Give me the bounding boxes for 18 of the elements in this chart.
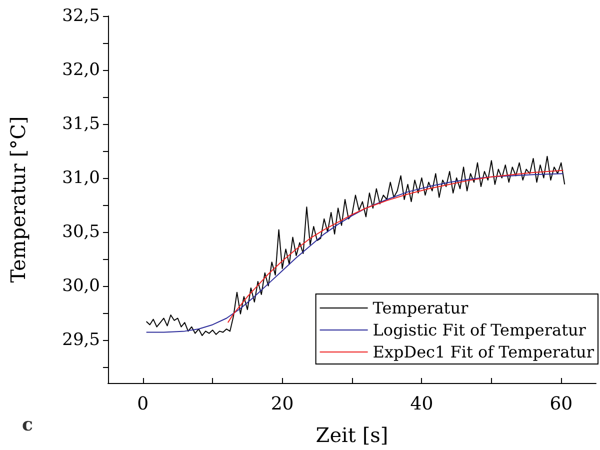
x-tick-label: 0: [137, 394, 149, 414]
x-tick-label: 40: [410, 394, 434, 414]
x-axis-title: Zeit [s]: [316, 423, 388, 447]
y-tick-label: 30,0: [62, 276, 100, 296]
line-series: [227, 170, 564, 324]
y-tick-label: 32,0: [62, 60, 100, 80]
y-tick-label: 29,5: [62, 330, 100, 350]
y-axis-title: Temperatur [°C]: [6, 116, 30, 283]
y-tick-label: 31,0: [62, 168, 100, 188]
y-tick-label: 31,5: [62, 114, 100, 134]
legend-label: ExpDec1 Fit of Temperatur: [372, 342, 594, 362]
y-tick-label: 32,5: [62, 6, 100, 26]
legend-label: Logistic Fit of Temperatur: [372, 320, 586, 340]
x-tick-label: 20: [270, 394, 294, 414]
text: c: [22, 414, 33, 436]
x-tick-label: 60: [550, 394, 573, 414]
legend-label: Temperatur: [372, 298, 469, 318]
y-tick-label: 30,5: [62, 222, 100, 242]
